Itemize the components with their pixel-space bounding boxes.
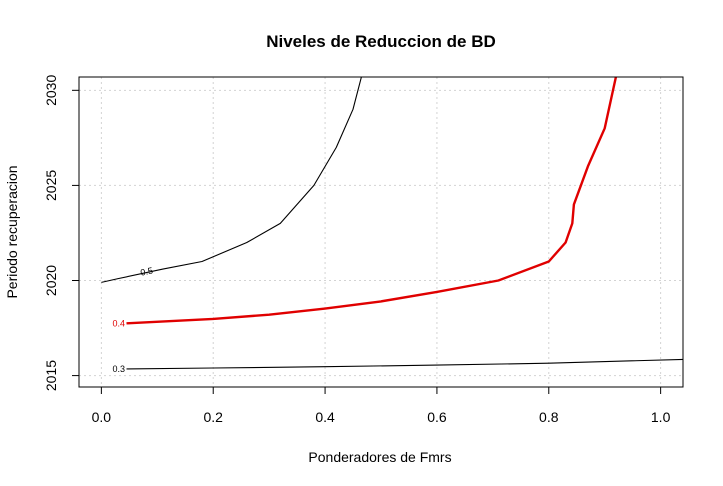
contour-line-0-5 (101, 77, 362, 283)
x-tick-label: 1.0 (651, 409, 671, 425)
y-tick-label: 2020 (43, 265, 59, 296)
x-tick-label: 0.0 (92, 409, 112, 425)
y-tick-label: 2025 (43, 170, 59, 201)
y-tick-label: 2030 (43, 75, 59, 106)
y-axis-label: Periodo recuperacion (4, 165, 20, 298)
contour-labels: 0.3 0.4 0.5 (113, 265, 154, 374)
contour-line-0-3 (126, 358, 683, 370)
y-axis: 2015 2020 2025 2030 (43, 75, 79, 391)
x-axis: 0.0 0.2 0.4 0.6 0.8 1.0 (92, 387, 671, 425)
contour-label-0-3: 0.3 (113, 364, 126, 374)
y-tick-label: 2015 (43, 360, 59, 391)
x-tick-label: 0.8 (539, 409, 559, 425)
contour-label-0-5: 0.5 (139, 265, 153, 277)
x-tick-label: 0.4 (315, 409, 335, 425)
grid (79, 77, 683, 387)
chart-title: Niveles de Reduccion de BD (266, 32, 496, 51)
contour-line-0-4 (126, 77, 618, 325)
x-tick-label: 0.6 (427, 409, 447, 425)
plot-frame (78, 76, 684, 388)
contour-label-0-4: 0.4 (113, 318, 126, 328)
x-axis-label: Ponderadores de Fmrs (308, 449, 451, 465)
x-tick-label: 0.2 (203, 409, 223, 425)
contour-lines (101, 77, 683, 370)
